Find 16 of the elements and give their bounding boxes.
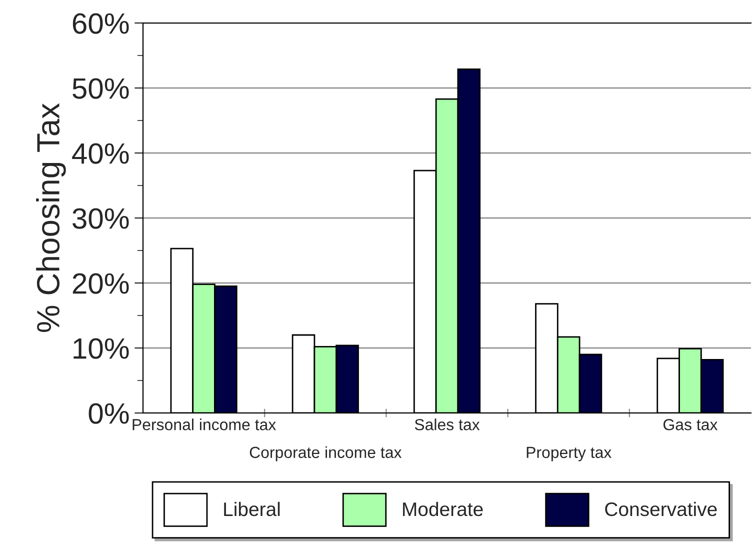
- y-axis-title: % Choosing Tax: [36, 103, 66, 332]
- y-tick-label: 50%: [72, 78, 129, 99]
- x-tick-label: Gas tax: [663, 418, 718, 430]
- y-tick-label: 30%: [72, 208, 129, 229]
- y-tick-label: 40%: [72, 143, 129, 164]
- x-tick-label: Property tax: [526, 446, 612, 462]
- legend-label: Liberal: [224, 502, 280, 516]
- y-tick-label: 10%: [74, 338, 129, 359]
- x-tick-label: Corporate income tax: [250, 446, 402, 462]
- y-tick-label: 0%: [88, 403, 129, 424]
- legend-label: Moderate: [403, 502, 483, 516]
- legend-label: Conservative: [605, 502, 717, 516]
- x-tick-label: Sales tax: [414, 418, 480, 430]
- x-tick-label: Personal income tax: [132, 418, 276, 430]
- y-tick-label: 20%: [72, 273, 129, 294]
- y-tick-label: 60%: [72, 13, 129, 34]
